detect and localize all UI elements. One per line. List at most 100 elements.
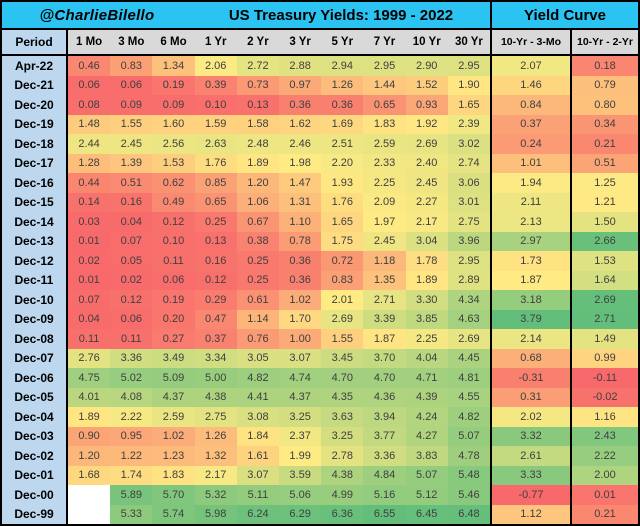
- yield-cell: 0.25: [194, 212, 237, 232]
- yield-cell: 2.51: [321, 134, 364, 154]
- yield-cell: 4.45: [447, 348, 491, 368]
- table-row: Dec-09 0.04 0.06 0.20 0.47 1.14 1.70 2.69 3.39 3.…: [2, 309, 638, 329]
- yield-cell: 0.09: [110, 95, 153, 115]
- curve-cell-10y-3m: 2.13: [490, 212, 570, 232]
- yield-cell: 0.14: [68, 192, 111, 212]
- curve-cell-10y-2y: 1.53: [570, 251, 638, 271]
- yield-cell: 3.94: [363, 407, 406, 427]
- column-header-row: Period 1 Mo 3 Mo 6 Mo 1 Yr 2 Yr 3 Yr 5 Yr 7 Yr 1…: [2, 30, 638, 56]
- curve-cell-10y-2y: 0.51: [570, 153, 638, 173]
- yield-cell: 2.39: [447, 114, 491, 134]
- yield-cell: 1.02: [152, 426, 195, 446]
- curve-cell-10y-2y: 0.21: [570, 504, 638, 524]
- period-cell: Dec-13: [2, 231, 68, 251]
- yield-cell: 2.94: [321, 56, 364, 76]
- yield-cell: 2.72: [236, 56, 280, 76]
- yield-cell: 1.78: [405, 251, 448, 271]
- yield-cell: 1.65: [321, 212, 364, 232]
- curve-column-header-10y-2y: 10-Yr - 2-Yr: [570, 30, 638, 54]
- yield-column-header: 5 Yr: [331, 36, 354, 48]
- yield-cell: 2.59: [363, 134, 406, 154]
- yield-cells: 5.33 5.74 5.98 6.24 6.29 6.36 6.55 6.45 6.48: [68, 504, 491, 524]
- yield-cells: 2.76 3.36 3.49 3.34 3.05 3.07 3.45 3.70 4.04 4.45: [68, 348, 491, 368]
- yield-cell: 3.05: [236, 348, 280, 368]
- yield-cells: 0.04 0.06 0.20 0.47 1.14 1.70 2.69 3.39 3.85 4.63: [68, 309, 491, 329]
- yield-cell: 0.19: [152, 290, 195, 310]
- yield-cell: 6.45: [405, 504, 448, 524]
- yield-cells: 0.08 0.09 0.09 0.10 0.13 0.36 0.36 0.65 0.93 1.65: [68, 95, 491, 115]
- yield-cell: 2.95: [363, 56, 406, 76]
- table-row: Dec-04 1.89 2.22 2.59 2.75 3.08 3.25 3.63 3.94 4.…: [2, 407, 638, 427]
- curve-cell-10y-2y: 2.66: [570, 231, 638, 251]
- yield-cell: 4.63: [447, 309, 491, 329]
- yield-cell: 5.16: [363, 485, 406, 505]
- yield-cell: 0.03: [68, 212, 111, 232]
- yield-cell: 1.98: [279, 153, 322, 173]
- yield-column-header: 1 Yr: [204, 36, 227, 48]
- yield-cell: 0.37: [194, 329, 237, 349]
- yield-cell: 4.36: [363, 387, 406, 407]
- yield-cell: 4.74: [279, 368, 322, 388]
- yield-cell: 6.48: [447, 504, 491, 524]
- yield-column-header: 3 Mo: [118, 36, 145, 48]
- yield-cell: 2.25: [405, 329, 448, 349]
- period-column-header: Period: [2, 30, 68, 54]
- yield-cell: 3.04: [405, 231, 448, 251]
- yield-cell: 0.02: [110, 270, 153, 290]
- curve-cell-10y-3m: -0.77: [490, 485, 570, 505]
- curve-cell-10y-2y: 1.64: [570, 270, 638, 290]
- yield-column-header: 2 Yr: [247, 36, 269, 48]
- yield-cell: 1.61: [236, 446, 280, 466]
- yield-cells: 0.03 0.04 0.12 0.25 0.67 1.10 1.65 1.97 2.17 2.75: [68, 212, 491, 232]
- yield-cells: 2.44 2.45 2.56 2.63 2.48 2.46 2.51 2.59 2.69 3.02: [68, 134, 491, 154]
- yield-cell: 0.08: [68, 95, 111, 115]
- yield-cell: 2.90: [405, 56, 448, 76]
- yield-cell: 0.67: [236, 212, 280, 232]
- yield-cell: 3.85: [405, 309, 448, 329]
- yield-cells: 0.90 0.95 1.02 1.26 1.84 2.37 3.25 3.77 4.27 5.07: [68, 426, 491, 446]
- page-title: US Treasury Yields: 1999 - 2022: [228, 6, 454, 24]
- yield-cell: 4.04: [405, 348, 448, 368]
- yield-column-headers: 1 Mo 3 Mo 6 Mo 1 Yr 2 Yr 3 Yr 5 Yr 7 Yr 10 Yr 30 …: [68, 30, 490, 54]
- yield-cell: 1.83: [152, 465, 195, 485]
- yield-cell: 2.89: [447, 270, 491, 290]
- yield-column-header: 30 Yr: [454, 36, 483, 48]
- yield-cell: 3.02: [447, 134, 491, 154]
- yield-cell: 5.12: [405, 485, 448, 505]
- curve-cell-10y-3m: 1.46: [490, 75, 570, 95]
- yield-cell: 0.13: [236, 95, 280, 115]
- yield-cell: 2.20: [321, 153, 364, 173]
- yield-cell: 3.39: [363, 309, 406, 329]
- yield-cell: 0.76: [236, 329, 280, 349]
- yield-cell: 5.98: [194, 504, 237, 524]
- period-cell: Dec-11: [2, 270, 68, 290]
- empty-cell: [68, 504, 111, 524]
- curve-cell-10y-3m: 3.32: [490, 426, 570, 446]
- yield-cell: 1.60: [152, 114, 195, 134]
- yield-cell: 3.77: [363, 426, 406, 446]
- yield-cell: 0.12: [194, 270, 237, 290]
- yield-cell: 4.84: [363, 465, 406, 485]
- curve-column-header-10y-3m: 10-Yr - 3-Mo: [490, 30, 570, 54]
- table-row: Dec-21 0.06 0.06 0.19 0.39 0.73 0.97 1.26 1.44 1.…: [2, 75, 638, 95]
- yield-cell: 0.36: [279, 251, 322, 271]
- yield-cell: 3.01: [447, 192, 491, 212]
- curve-cell-10y-2y: 0.01: [570, 485, 638, 505]
- yield-cell: 1.44: [363, 75, 406, 95]
- period-cell: Dec-99: [2, 504, 68, 524]
- yield-cells: 0.01 0.07 0.10 0.13 0.38 0.78 1.75 2.45 3.04 3.96: [68, 231, 491, 251]
- yield-cell: 2.71: [363, 290, 406, 310]
- yield-cell: 1.55: [321, 329, 364, 349]
- period-cell: Dec-07: [2, 348, 68, 368]
- yield-cell: 0.85: [194, 173, 237, 193]
- yield-cell: 4.24: [405, 407, 448, 427]
- yield-cells: 0.02 0.05 0.11 0.16 0.25 0.36 0.72 1.18 1.78 2.95: [68, 251, 491, 271]
- curve-cell-10y-2y: 0.18: [570, 56, 638, 76]
- yield-cell: 1.18: [363, 251, 406, 271]
- yield-cell: 3.59: [279, 465, 322, 485]
- table-row: Dec-12 0.02 0.05 0.11 0.16 0.25 0.36 0.72 1.18 1.…: [2, 251, 638, 271]
- curve-cell-10y-2y: 1.50: [570, 212, 638, 232]
- yield-cells: 5.89 5.70 5.32 5.11 5.06 4.99 5.16 5.12 5.46: [68, 485, 491, 505]
- curve-cell-10y-2y: 1.49: [570, 329, 638, 349]
- yield-cell: 2.59: [152, 407, 195, 427]
